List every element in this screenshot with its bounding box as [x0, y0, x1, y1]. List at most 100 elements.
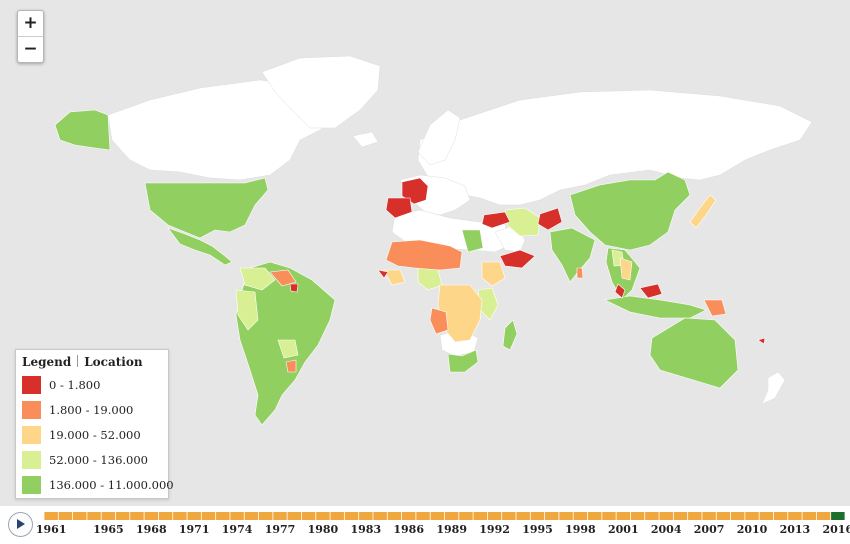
timeline-year-cell[interactable]	[559, 512, 573, 520]
timeline-year-cell[interactable]	[130, 512, 144, 520]
timeline-year-cell[interactable]	[545, 512, 559, 520]
timeline-year-cell[interactable]	[730, 512, 745, 520]
zoom-in-button[interactable]: +	[18, 11, 43, 37]
timeline-year-label: 1980	[308, 523, 339, 536]
map-canvas[interactable]	[0, 0, 850, 506]
timeline-year-cell[interactable]	[230, 512, 244, 520]
timeline-year-cell[interactable]	[430, 512, 445, 520]
timeline-year-cell[interactable]	[216, 512, 230, 520]
region-yemen-somalia	[499, 249, 536, 269]
region-paraguay	[277, 339, 299, 359]
timeline-year-cell[interactable]	[287, 512, 302, 520]
legend-label: 136.000 - 11.000.000	[49, 478, 174, 492]
play-button[interactable]	[8, 512, 33, 537]
timeline-year-cell[interactable]	[187, 512, 201, 520]
region-caribbean-orange	[269, 269, 297, 287]
timeline-year-cell[interactable]	[473, 512, 488, 520]
timeline-year-label: 2007	[694, 523, 725, 536]
timeline-year-cell[interactable]	[745, 512, 759, 520]
class-3-regions	[383, 194, 717, 343]
timeline-year-cell[interactable]	[359, 512, 373, 520]
timeline-year-cell[interactable]	[573, 512, 588, 520]
year-timeline: 1961 1965 1968 1971 1974 1977 1980 1983 1986 1989…	[0, 506, 850, 544]
timeline-year-cell[interactable]	[502, 512, 516, 520]
region-japan	[689, 194, 717, 229]
timeline-year-cell[interactable]	[645, 512, 659, 520]
timeline-year-cell[interactable]	[115, 512, 130, 520]
timeline-year-label: 2010	[737, 523, 768, 536]
timeline-year-cell[interactable]	[73, 512, 87, 520]
timeline-year-cell[interactable]	[516, 512, 530, 520]
timeline-year-cell[interactable]	[788, 512, 802, 520]
timeline-year-cell[interactable]	[58, 512, 73, 520]
timeline-year-cell[interactable]	[816, 512, 831, 520]
legend-swatch	[22, 476, 41, 494]
region-mexico-central-america	[167, 227, 233, 266]
timeline-year-cell[interactable]	[444, 512, 459, 520]
timeline-year-cell[interactable]	[802, 512, 816, 520]
region-west-africa-red	[377, 269, 389, 279]
timeline-year-cell[interactable]	[416, 512, 430, 520]
timeline-year-cell[interactable]	[244, 512, 259, 520]
timeline-year-cell[interactable]	[673, 512, 688, 520]
timeline-year-cell[interactable]	[158, 512, 173, 520]
timeline-year-cell[interactable]	[330, 512, 344, 520]
timeline-year-cell[interactable]	[301, 512, 316, 520]
timeline-year-cell[interactable]	[387, 512, 402, 520]
timeline-year-cell[interactable]	[688, 512, 702, 520]
timeline-year-cell[interactable]	[587, 512, 602, 520]
timeline-year-cell[interactable]	[373, 512, 387, 520]
region-southern-africa	[447, 349, 479, 373]
timeline-year-cell[interactable]	[258, 512, 273, 520]
region-turkey	[481, 211, 511, 229]
timeline-year-label: 1986	[393, 523, 424, 536]
timeline-year-cell[interactable]	[630, 512, 645, 520]
timeline-year-cell[interactable]	[44, 512, 58, 520]
timeline-year-cell[interactable]	[773, 512, 788, 520]
region-iceland	[352, 131, 379, 148]
timeline-year-cell[interactable]	[616, 512, 631, 520]
timeline-bar[interactable]: 1961 1965 1968 1971 1974 1977 1980 1983 1986 1989…	[0, 506, 850, 544]
region-new-zealand	[761, 371, 786, 405]
zoom-control: + −	[17, 10, 44, 63]
timeline-year-cell[interactable]	[602, 512, 616, 520]
class-1-regions	[289, 177, 766, 345]
timeline-year-label: 2004	[651, 523, 682, 536]
legend-label: 52.000 - 136.000	[49, 453, 148, 467]
region-south-sudan-area	[461, 229, 484, 253]
timeline-year-cell[interactable]	[401, 512, 416, 520]
timeline-year-cell[interactable]	[530, 512, 545, 520]
timeline-year-cell[interactable]	[87, 512, 101, 520]
timeline-year-label: 1968	[136, 523, 167, 536]
timeline-year-cell[interactable]	[759, 512, 774, 520]
timeline-year-cell[interactable]	[101, 512, 116, 520]
timeline-year-cell[interactable]	[316, 512, 330, 520]
timeline-year-cell[interactable]	[144, 512, 159, 520]
timeline-year-cell[interactable]	[716, 512, 731, 520]
timeline-year-cell[interactable]	[201, 512, 216, 520]
legend-subtitle: Location	[84, 355, 143, 369]
region-usa	[144, 177, 269, 239]
class-2-regions	[269, 239, 727, 373]
region-asia-china-russia	[569, 171, 691, 251]
class-4-regions	[235, 207, 625, 359]
timeline-year-cell[interactable]	[344, 512, 359, 520]
timeline-year-cell[interactable]	[459, 512, 473, 520]
region-guiana	[289, 283, 299, 293]
region-malaysia	[639, 283, 663, 299]
timeline-year-cell[interactable]	[831, 512, 845, 520]
region-sumatra	[614, 283, 626, 299]
timeline-year-cell[interactable]	[273, 512, 287, 520]
region-andes	[235, 289, 259, 331]
region-papua	[703, 299, 727, 317]
region-gabon-angola	[429, 307, 449, 335]
region-eurasia-north	[417, 89, 813, 206]
legend-label: 19.000 - 52.000	[49, 428, 141, 442]
timeline-year-cell[interactable]	[659, 512, 673, 520]
timeline-year-cell[interactable]	[487, 512, 502, 520]
timeline-year-cell[interactable]	[173, 512, 187, 520]
zoom-out-button[interactable]: −	[23, 39, 38, 59]
timeline-year-label: 1992	[479, 523, 510, 536]
timeline-year-cell[interactable]	[702, 512, 716, 520]
map-legend: Legend Location 0 - 1.800 1.800 - 19.000 …	[15, 349, 174, 499]
